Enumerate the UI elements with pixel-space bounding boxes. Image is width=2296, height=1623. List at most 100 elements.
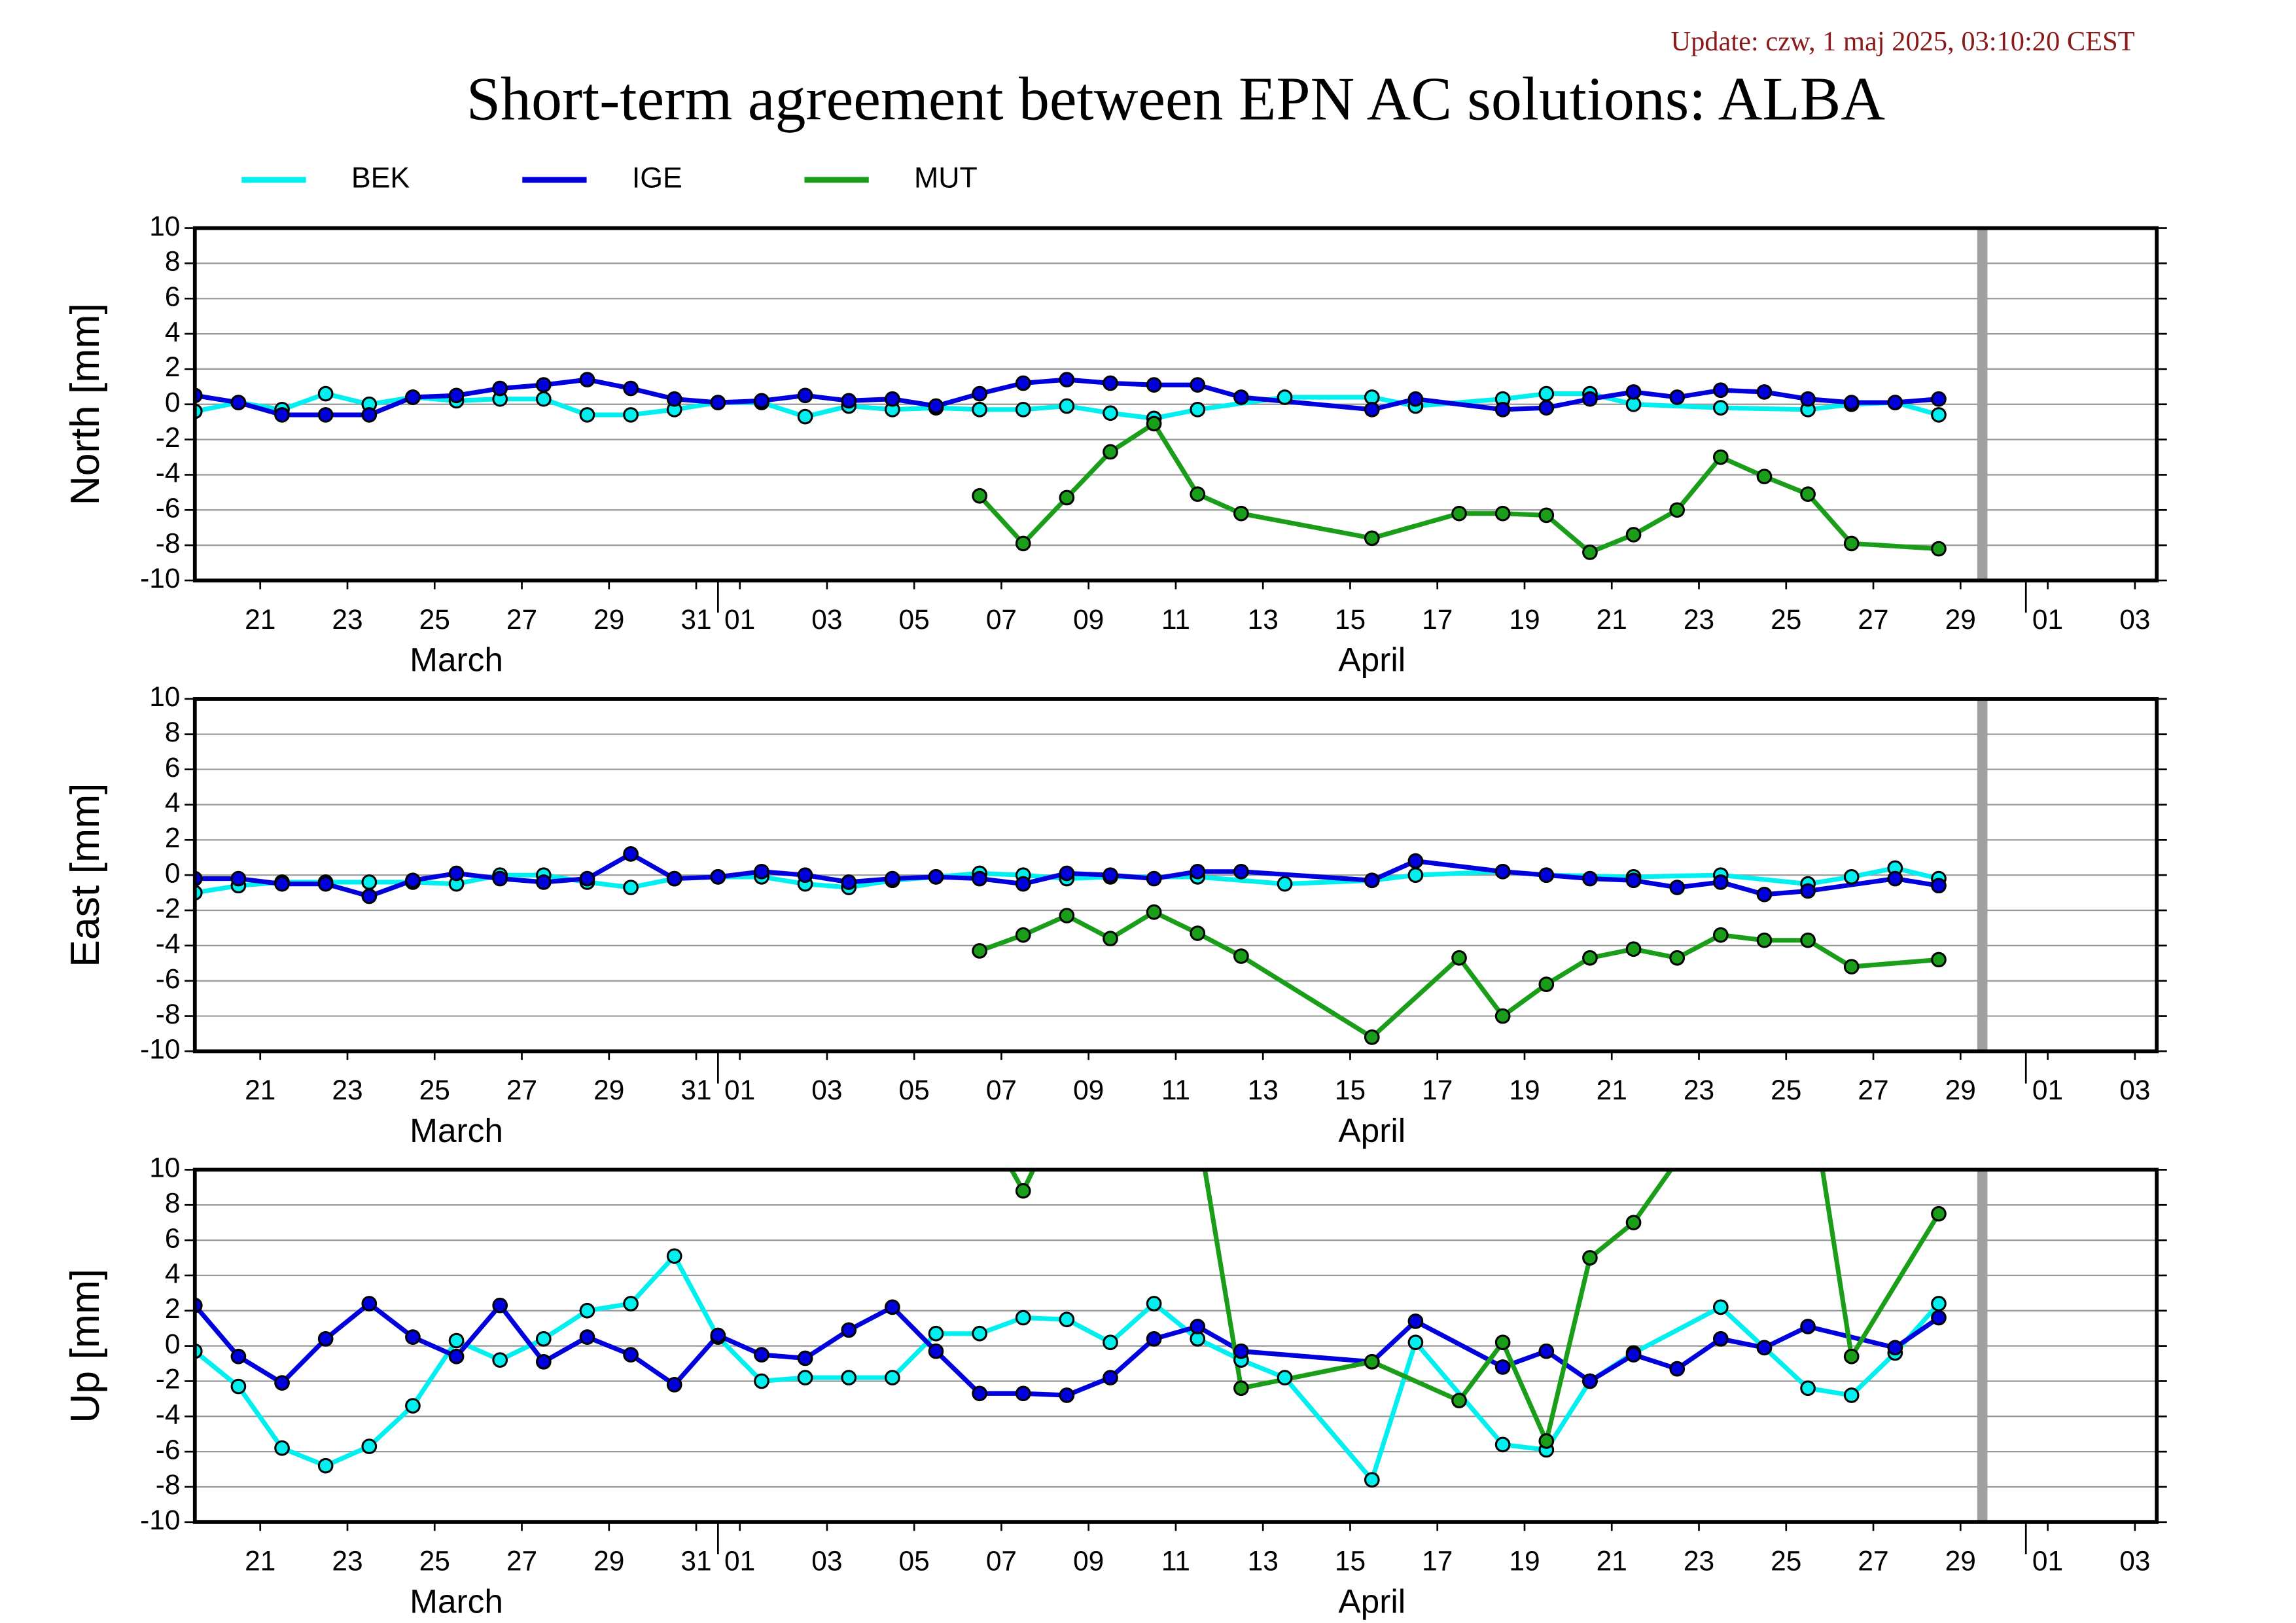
y-tick-label: 4 — [165, 787, 181, 818]
data-point — [1190, 1319, 1206, 1334]
data-point — [623, 407, 639, 423]
data-point — [885, 391, 900, 407]
data-point — [1451, 1393, 1467, 1408]
data-point — [885, 870, 900, 887]
x-tick-label: 27 — [506, 1546, 537, 1577]
data-point — [1712, 382, 1729, 399]
data-point — [972, 1385, 987, 1402]
data-point — [1103, 1334, 1118, 1351]
data-point — [1887, 395, 1903, 410]
data-point — [1277, 389, 1293, 405]
x-tick-label: 25 — [419, 604, 450, 635]
data-point — [1015, 375, 1031, 391]
data-point — [1538, 976, 1555, 992]
data-point — [1625, 1215, 1642, 1230]
data-point — [1843, 1387, 1860, 1403]
x-tick-label: 05 — [899, 1546, 930, 1577]
data-point — [535, 874, 552, 890]
data-point — [1015, 1385, 1031, 1402]
chart-title: Short-term agreement between EPN AC solu… — [467, 65, 1885, 133]
x-tick-label: 27 — [1858, 1075, 1888, 1105]
data-point — [1582, 544, 1598, 560]
series-line — [978, 421, 1939, 555]
data-point — [1582, 391, 1598, 407]
data-point — [230, 1378, 247, 1395]
data-point — [1059, 908, 1075, 923]
x-tick-label: 23 — [1684, 1075, 1714, 1105]
data-point — [841, 1370, 857, 1385]
x-tick-label: 25 — [1771, 1075, 1801, 1105]
data-point — [1712, 1331, 1729, 1347]
data-point — [754, 393, 769, 409]
x-tick-label: 21 — [1597, 604, 1627, 635]
data-point — [710, 1327, 726, 1344]
plot-frame — [192, 226, 2159, 582]
data-point — [317, 385, 334, 402]
x-tick-label: 01 — [2032, 1546, 2063, 1577]
data-point — [1015, 1183, 1031, 1199]
y-tick-label: -2 — [156, 422, 181, 453]
data-point — [1494, 1436, 1511, 1453]
data-point — [1103, 405, 1118, 421]
plot-area — [194, 846, 1947, 1045]
data-point — [1277, 876, 1293, 892]
data-point — [1059, 398, 1075, 414]
data-point — [448, 865, 465, 882]
data-point — [1103, 375, 1118, 391]
data-point — [1582, 870, 1598, 887]
data-point — [1538, 400, 1555, 416]
y-tick-label: -6 — [156, 493, 181, 524]
y-tick-label: 10 — [149, 681, 180, 712]
update-text: Update: czw, 1 maj 2025, 03:10:20 CEST — [1670, 26, 2134, 57]
data-point — [1015, 1310, 1031, 1326]
data-point — [1103, 867, 1118, 883]
data-point — [1712, 1299, 1729, 1315]
x-tick-label: 05 — [899, 1075, 930, 1105]
data-point — [623, 1296, 639, 1311]
data-point — [1190, 377, 1206, 393]
data-point — [841, 1322, 857, 1338]
x-tick-label: 27 — [506, 1075, 537, 1105]
data-point — [1015, 535, 1031, 552]
x-tick-label: 11 — [1161, 1546, 1190, 1577]
data-point — [623, 880, 639, 895]
data-point — [1756, 932, 1773, 948]
data-point — [1190, 402, 1206, 418]
data-point — [1801, 1069, 1815, 1083]
data-point — [928, 398, 944, 414]
data-point — [710, 869, 726, 885]
data-point — [1059, 1387, 1075, 1403]
data-point — [1800, 486, 1816, 502]
data-point — [1015, 402, 1031, 418]
x-tick-label: 09 — [1073, 1546, 1104, 1577]
data-point — [1756, 1340, 1773, 1356]
data-point — [579, 1329, 595, 1345]
data-point — [1190, 863, 1206, 880]
highlight-bar — [1977, 1169, 1988, 1522]
data-point — [1407, 853, 1424, 869]
data-point — [1146, 870, 1162, 887]
x-tick-label: 09 — [1073, 1075, 1104, 1105]
data-point — [1625, 384, 1642, 400]
x-tick-label: 01 — [2032, 604, 2063, 635]
plot-area — [194, 1069, 1947, 1488]
data-point — [1887, 870, 1903, 887]
data-point — [535, 1331, 552, 1347]
y-tick-label: -2 — [156, 893, 181, 923]
data-point — [797, 1350, 813, 1366]
x-tick-label: 29 — [1945, 1075, 1976, 1105]
data-point — [317, 407, 334, 423]
data-point — [623, 380, 639, 397]
x-tick-label: 21 — [245, 1546, 275, 1577]
data-point — [1451, 950, 1467, 966]
legend-label: IGE — [632, 162, 682, 194]
data-point — [230, 1348, 247, 1364]
data-point — [1059, 1311, 1075, 1328]
data-point — [1800, 1380, 1816, 1397]
y-tick-label: -4 — [156, 457, 181, 488]
y-tick-label: -2 — [156, 1364, 181, 1395]
x-tick-label: 11 — [1161, 1075, 1190, 1105]
data-point — [1538, 1433, 1555, 1449]
x-tick-label: 27 — [1858, 1546, 1888, 1577]
